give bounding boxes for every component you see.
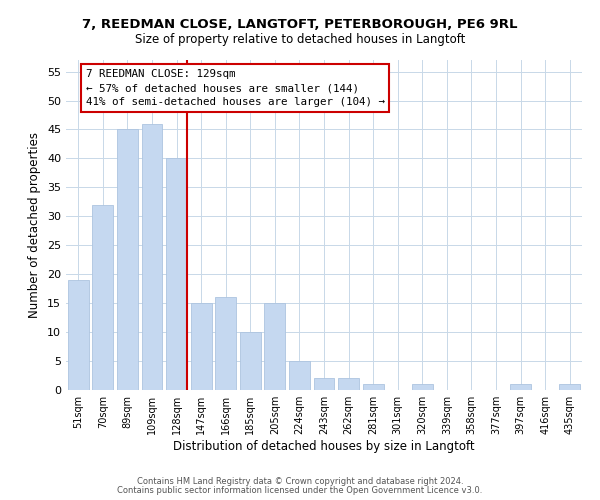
Bar [412, 384, 433, 390]
Bar [265, 303, 286, 390]
Bar [289, 361, 310, 390]
Text: 7, REEDMAN CLOSE, LANGTOFT, PETERBOROUGH, PE6 9RL: 7, REEDMAN CLOSE, LANGTOFT, PETERBOROUGH… [82, 18, 518, 30]
Bar [68, 280, 89, 390]
Y-axis label: Number of detached properties: Number of detached properties [28, 132, 41, 318]
Bar [314, 378, 334, 390]
Bar [338, 378, 359, 390]
Text: Contains HM Land Registry data © Crown copyright and database right 2024.: Contains HM Land Registry data © Crown c… [137, 477, 463, 486]
Bar [92, 204, 113, 390]
Bar [142, 124, 163, 390]
Bar [559, 384, 580, 390]
Text: Contains public sector information licensed under the Open Government Licence v3: Contains public sector information licen… [118, 486, 482, 495]
Bar [166, 158, 187, 390]
X-axis label: Distribution of detached houses by size in Langtoft: Distribution of detached houses by size … [173, 440, 475, 453]
Text: 7 REEDMAN CLOSE: 129sqm
← 57% of detached houses are smaller (144)
41% of semi-d: 7 REEDMAN CLOSE: 129sqm ← 57% of detache… [86, 68, 385, 108]
Bar [510, 384, 531, 390]
Text: Size of property relative to detached houses in Langtoft: Size of property relative to detached ho… [135, 32, 465, 46]
Bar [240, 332, 261, 390]
Bar [191, 303, 212, 390]
Bar [215, 298, 236, 390]
Bar [117, 130, 138, 390]
Bar [362, 384, 383, 390]
